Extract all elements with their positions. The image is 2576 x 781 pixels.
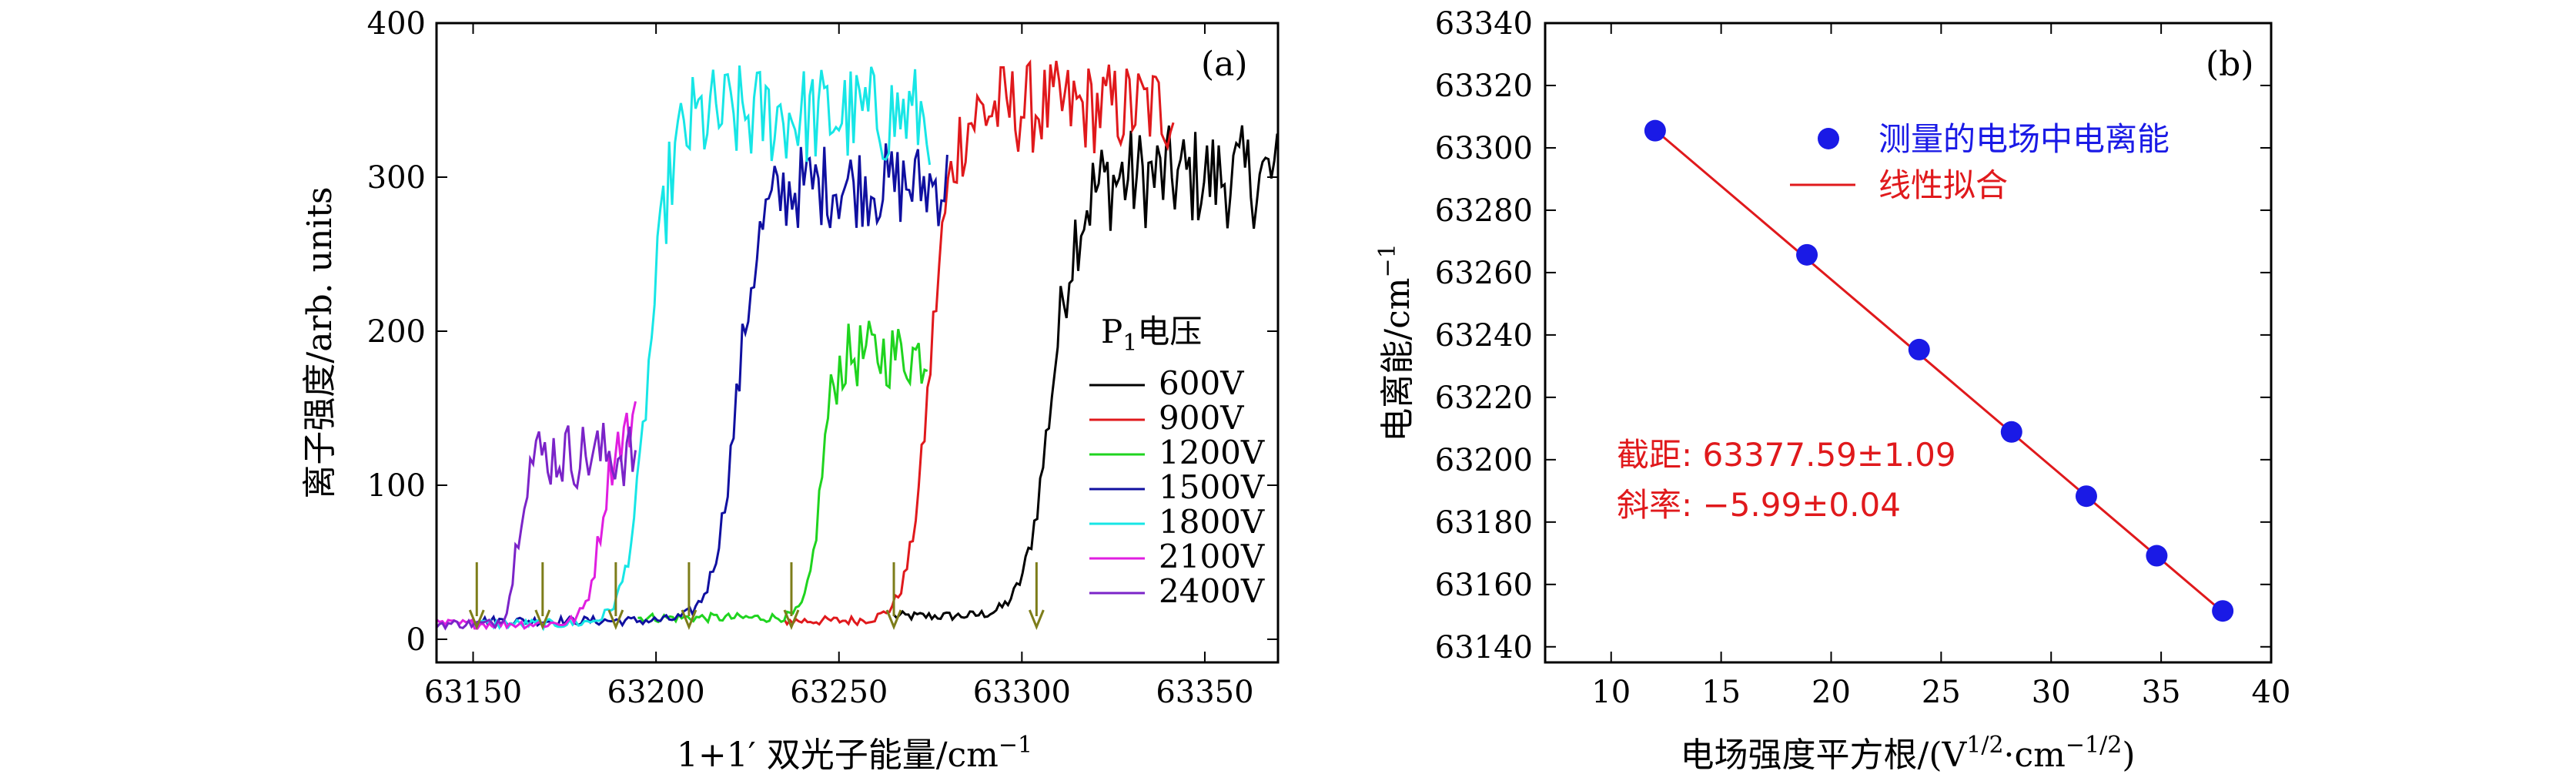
chart-a-x-tick-label: 63250	[790, 675, 888, 710]
onset-arrow-head	[783, 609, 800, 630]
annotation-slope: 斜率: −5.99±0.04	[1617, 486, 1901, 524]
legend-marker-points	[1818, 128, 1839, 149]
chart-b-x-label: 电场强度平方根/(V1/2·cm−1/2)	[1681, 732, 2136, 775]
onset-arrow-head	[534, 609, 551, 630]
chart-a-y-tick-label: 400	[367, 6, 426, 42]
onset-arrow-head	[681, 609, 698, 630]
chart-b-x-tick-label: 20	[1812, 675, 1851, 710]
chart-a-y-ticks: 0 100 200 300 400	[367, 6, 1278, 658]
chart-a-series	[437, 59, 1278, 632]
data-point	[1644, 119, 1666, 142]
series-line-600V	[892, 125, 1278, 622]
chart-b-y-tick-label: 63300	[1435, 131, 1533, 166]
series-line-900V	[783, 59, 1175, 627]
chart-a-frame	[435, 22, 1280, 664]
chart-b-y-tick-label: 63320	[1435, 69, 1533, 104]
chart-b-x-tick-label: 40	[2252, 675, 2291, 710]
series-line-2100V	[437, 401, 637, 631]
chart-b-y-label: 电离能/cm−1	[1374, 243, 1417, 441]
chart-b-y-tick-label: 63200	[1435, 443, 1533, 478]
series-line-1200V	[637, 320, 928, 625]
chart-a-y-label: 离子强度/arb. units	[300, 186, 340, 498]
chart-b-panel-label: (b)	[2206, 45, 2254, 84]
chart-b-x-tick-label: 25	[1922, 675, 1961, 710]
chart-b-y-tick-label: 63240	[1435, 318, 1533, 354]
chart-b-y-tick-label: 63140	[1435, 630, 1533, 665]
data-point	[2212, 600, 2234, 622]
legend-label-2100V: 2100V	[1159, 538, 1265, 575]
data-point	[2075, 485, 2097, 508]
legend-label-points: 测量的电场中电离能	[1878, 120, 2170, 158]
chart-a-x-tick-label: 63300	[973, 675, 1071, 710]
annotation-intercept: 截距: 63377.59±1.09	[1617, 436, 1956, 474]
chart-b-y-tick-label: 63260	[1435, 256, 1533, 291]
chart-a-y-tick-label: 200	[367, 314, 426, 350]
chart-a-y-tick-label: 300	[367, 160, 426, 196]
chart-b-frame	[1544, 22, 2273, 664]
chart-b-x-tick-label: 30	[2032, 675, 2071, 710]
chart-a-y-tick-label: 0	[406, 622, 426, 658]
data-point	[2146, 545, 2168, 567]
series-line-2400V	[437, 422, 637, 631]
chart-a-panel-label: (a)	[1201, 45, 1248, 84]
chart-b-y-tick-label: 63220	[1435, 380, 1533, 416]
chart-b-x-tick-label: 15	[1701, 675, 1741, 710]
fit-line	[1654, 129, 2224, 613]
series-line-1800V	[473, 65, 932, 632]
onset-arrow-head	[607, 609, 624, 630]
legend-label-fit: 线性拟合	[1878, 166, 2008, 204]
chart-a-x-tick-label: 63350	[1156, 675, 1253, 710]
onset-arrow-head	[468, 609, 485, 630]
legend-label-1800V: 1800V	[1159, 503, 1265, 541]
chart-b-x-ticks: 10 15 20 25 30 35 40	[1591, 23, 2290, 710]
data-point	[1796, 243, 1818, 266]
chart-b-x-tick-label: 35	[2142, 675, 2181, 710]
chart-a-x-label: 1+1′ 双光子能量/cm−1	[677, 732, 1032, 775]
legend-label-600V: 600V	[1159, 364, 1244, 402]
chart-a-y-tick-label: 100	[367, 468, 426, 504]
chart-b-points	[1644, 119, 2234, 622]
chart-b-y-tick-label: 63160	[1435, 568, 1533, 603]
chart-a-x-tick-label: 63150	[424, 675, 522, 710]
legend-label-1500V: 1500V	[1159, 468, 1265, 506]
chart-b-y-ticks: 63140 63160 63180 63200 63220 63240 63260 63280…	[1435, 6, 2271, 665]
legend-label-900V: 900V	[1159, 399, 1244, 437]
chart-b-fit	[1654, 129, 2224, 613]
chart-b-y-tick-label: 63280	[1435, 193, 1533, 229]
chart-b-legend: 测量的电场中电离能 线性拟合	[1790, 120, 2170, 204]
chart-a-x-ticks: 63150 63200 63250 63300 63350	[424, 23, 1254, 710]
chart-a-arrows	[468, 562, 1045, 630]
data-point	[1908, 338, 1930, 360]
legend-label-2400V: 2400V	[1159, 572, 1265, 610]
chart-b-y-tick-label: 63180	[1435, 505, 1533, 541]
chart-b: 10 15 20 25 30 35 40 63140 63160 63180 63200 63220…	[1374, 6, 2290, 775]
chart-b-y-tick-label: 63340	[1435, 6, 1533, 42]
chart-a-x-tick-label: 63200	[607, 675, 705, 710]
chart-a: 63150 63200 63250 63300 63350 0100200300400 …	[300, 6, 1280, 775]
chart-a-legend-title: P1电压	[1101, 313, 1202, 357]
series-line-1500V	[473, 143, 948, 628]
onset-arrow-head	[1028, 609, 1045, 630]
onset-arrow-head	[885, 609, 902, 630]
chart-b-x-tick-label: 10	[1591, 675, 1631, 710]
legend-label-1200V: 1200V	[1159, 434, 1265, 471]
data-point	[2000, 421, 2022, 443]
